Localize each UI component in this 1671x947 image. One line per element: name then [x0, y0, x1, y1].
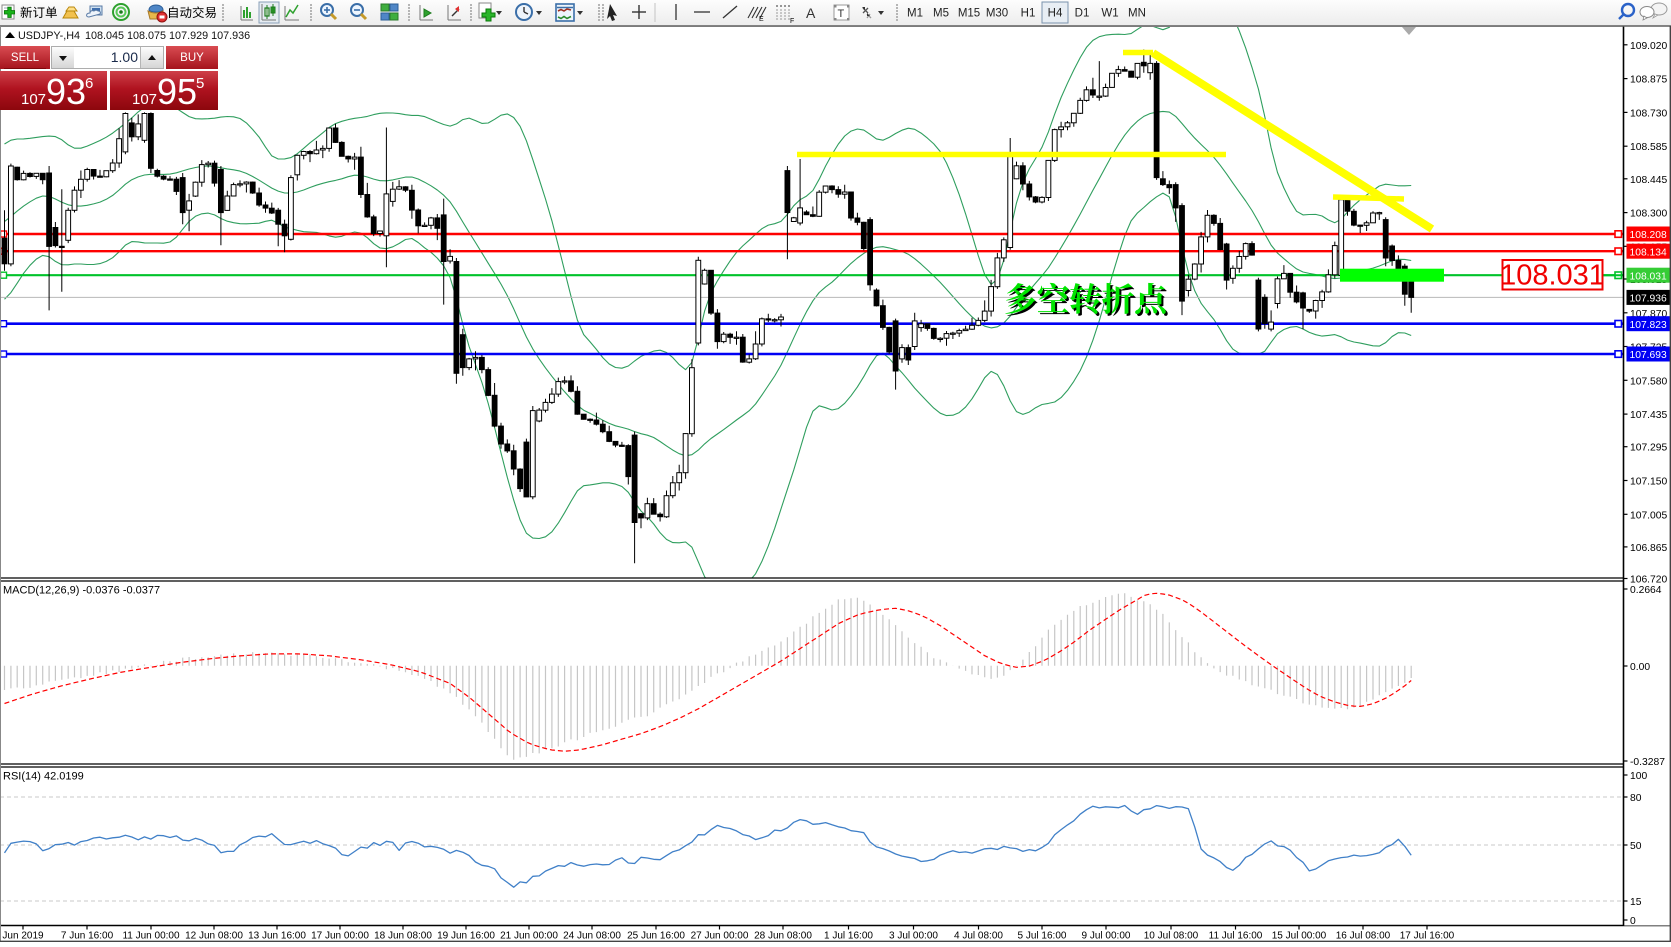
svg-text:107.005: 107.005 — [1630, 510, 1667, 521]
svg-text:27 Jun 00:00: 27 Jun 00:00 — [691, 931, 749, 942]
svg-text:7 Jun 16:00: 7 Jun 16:00 — [61, 931, 114, 942]
svg-text:15 Jul 00:00: 15 Jul 00:00 — [1272, 931, 1327, 942]
svg-text:108.875: 108.875 — [1630, 75, 1667, 86]
svg-text:107.150: 107.150 — [1630, 477, 1667, 488]
svg-text:1 Jul 16:00: 1 Jul 16:00 — [824, 931, 873, 942]
svg-text:108.300: 108.300 — [1630, 209, 1667, 220]
svg-text:107.693: 107.693 — [1630, 350, 1667, 361]
svg-text:28 Jun 08:00: 28 Jun 08:00 — [754, 931, 812, 942]
svg-text:107.435: 107.435 — [1630, 410, 1667, 421]
svg-text:0.00: 0.00 — [1630, 662, 1650, 673]
svg-text:Jun 2019: Jun 2019 — [2, 931, 44, 942]
svg-text:4 Jul 08:00: 4 Jul 08:00 — [954, 931, 1003, 942]
svg-text:11 Jul 16:00: 11 Jul 16:00 — [1209, 931, 1263, 942]
svg-text:106.865: 106.865 — [1630, 543, 1667, 554]
svg-text:108.445: 108.445 — [1630, 175, 1667, 186]
svg-text:100: 100 — [1630, 771, 1647, 782]
svg-text:MACD(12,26,9) -0.0376 -0.0377: MACD(12,26,9) -0.0376 -0.0377 — [3, 585, 160, 597]
svg-text:107.823: 107.823 — [1630, 320, 1667, 331]
svg-text:13 Jun 16:00: 13 Jun 16:00 — [248, 931, 306, 942]
svg-text:USDJPY-,H4: USDJPY-,H4 — [18, 30, 80, 42]
svg-text:25 Jun 16:00: 25 Jun 16:00 — [627, 931, 685, 942]
svg-text:106.720: 106.720 — [1630, 575, 1667, 586]
svg-text:16 Jul 08:00: 16 Jul 08:00 — [1336, 931, 1391, 942]
svg-text:10 Jul 08:00: 10 Jul 08:00 — [1144, 931, 1199, 942]
svg-text:19 Jun 16:00: 19 Jun 16:00 — [437, 931, 495, 942]
svg-text:107.295: 107.295 — [1630, 443, 1667, 454]
svg-text:-0.3287: -0.3287 — [1630, 757, 1665, 768]
svg-text:3 Jul 00:00: 3 Jul 00:00 — [889, 931, 938, 942]
svg-text:11 Jun 00:00: 11 Jun 00:00 — [122, 931, 180, 942]
svg-text:RSI(14) 42.0199: RSI(14) 42.0199 — [3, 771, 84, 783]
svg-text:24 Jun 08:00: 24 Jun 08:00 — [563, 931, 621, 942]
svg-text:108.208: 108.208 — [1630, 230, 1667, 241]
svg-text:108.730: 108.730 — [1630, 108, 1667, 119]
svg-text:108.031: 108.031 — [1630, 271, 1667, 282]
svg-text:18 Jun 08:00: 18 Jun 08:00 — [374, 931, 432, 942]
svg-text:17 Jul 16:00: 17 Jul 16:00 — [1400, 931, 1455, 942]
svg-text:0.2664: 0.2664 — [1630, 585, 1662, 596]
svg-text:80: 80 — [1630, 793, 1642, 804]
svg-text:107.936: 107.936 — [1630, 294, 1667, 305]
svg-text:108.031: 108.031 — [1500, 260, 1605, 292]
svg-text:108.045 108.075 107.929 107.93: 108.045 108.075 107.929 107.936 — [85, 30, 250, 42]
svg-text:17 Jun 00:00: 17 Jun 00:00 — [311, 931, 369, 942]
svg-text:108.585: 108.585 — [1630, 142, 1667, 153]
svg-text:9 Jul 00:00: 9 Jul 00:00 — [1082, 931, 1131, 942]
svg-text:109.020: 109.020 — [1630, 41, 1667, 52]
svg-text:108.134: 108.134 — [1630, 247, 1667, 258]
svg-text:107.580: 107.580 — [1630, 376, 1667, 387]
svg-text:12 Jun 08:00: 12 Jun 08:00 — [185, 931, 243, 942]
svg-text:21 Jun 00:00: 21 Jun 00:00 — [500, 931, 558, 942]
svg-text:5 Jul 16:00: 5 Jul 16:00 — [1018, 931, 1067, 942]
svg-text:0: 0 — [1630, 916, 1636, 927]
svg-text:50: 50 — [1630, 841, 1642, 852]
svg-text:15: 15 — [1630, 897, 1642, 908]
